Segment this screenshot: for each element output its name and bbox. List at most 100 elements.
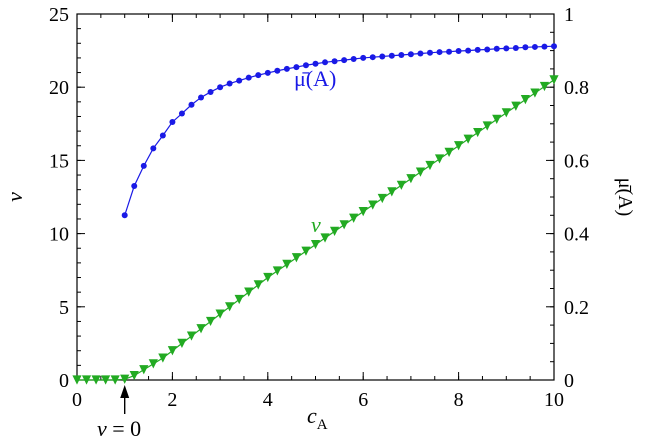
y-right-tick-label: 0.2: [564, 297, 589, 319]
data-point: [72, 375, 82, 385]
data-point: [177, 338, 187, 348]
x-axis-ticks: 0 2 4 6 8 10: [72, 14, 564, 411]
data-point: [388, 52, 395, 59]
data-point: [226, 80, 233, 87]
data-point: [455, 47, 462, 54]
annotation-v-zero: v = 0: [97, 416, 141, 441]
data-point: [255, 72, 262, 79]
data-point: [291, 253, 302, 263]
data-point: [282, 259, 292, 269]
data-point: [159, 132, 166, 139]
data-point: [358, 207, 368, 217]
y-left-tick-label: 0: [59, 370, 69, 392]
series-layer: [72, 43, 559, 414]
data-point: [531, 43, 538, 50]
data-point: [520, 95, 530, 105]
y-right-tick-label: 0: [564, 370, 574, 392]
y-left-tick-label: 20: [49, 77, 69, 99]
data-point: [207, 88, 214, 95]
data-point: [140, 162, 147, 169]
annotation-v-zero-rest: = 0: [107, 416, 141, 441]
data-point: [482, 121, 492, 131]
data-point: [198, 94, 205, 101]
y-left-tick-label: 5: [59, 297, 69, 319]
data-point: [465, 47, 472, 54]
data-point: [474, 46, 481, 53]
data-point: [512, 45, 519, 52]
data-point: [350, 56, 357, 63]
data-point: [377, 193, 387, 204]
annotation-arrow-head: [120, 385, 130, 398]
data-point: [503, 45, 510, 52]
data-point: [236, 77, 243, 84]
y-left-tick-label: 10: [49, 224, 69, 246]
data-point: [444, 147, 454, 157]
data-point: [417, 50, 424, 57]
data-point: [91, 375, 101, 385]
data-point: [368, 200, 378, 210]
data-point: [530, 88, 540, 98]
y-left-axis-title: v: [2, 192, 27, 202]
data-point: [253, 280, 263, 290]
y-right-tick-label: 0.6: [564, 150, 589, 172]
data-point: [110, 375, 120, 385]
data-point: [310, 239, 321, 250]
x-tick-label: 4: [263, 389, 273, 411]
data-point: [541, 43, 548, 50]
data-point: [341, 57, 348, 64]
y-right-tick-label: 1: [564, 4, 574, 26]
data-point: [387, 187, 397, 197]
data-point: [549, 75, 559, 85]
data-point: [415, 167, 426, 177]
data-point: [101, 375, 111, 385]
data-point: [551, 43, 557, 50]
x-axis-title-main: c: [307, 403, 317, 428]
data-point: [492, 114, 502, 125]
data-point: [322, 59, 329, 66]
data-point: [425, 160, 435, 171]
y-right-axis-ticks: 0 0.2 0.4 0.6 0.8 1: [546, 4, 589, 392]
data-point: [234, 294, 244, 305]
x-tick-label: 10: [544, 389, 564, 411]
y-left-tick-label: 15: [49, 150, 69, 172]
data-point: [264, 69, 271, 76]
x-tick-label: 8: [454, 389, 464, 411]
y-left-axis-ticks: 0 5 10 15 20 25: [49, 4, 85, 392]
data-point: [339, 220, 349, 230]
data-point: [539, 81, 550, 92]
data-point: [360, 54, 367, 61]
series-label-v: v: [311, 212, 321, 237]
data-point: [244, 287, 254, 297]
data-point: [139, 365, 149, 375]
data-point: [407, 51, 414, 58]
data-point: [293, 64, 300, 71]
data-point: [263, 272, 273, 283]
x-axis-title: cA: [307, 403, 328, 433]
data-point: [274, 67, 281, 74]
data-point: [188, 101, 195, 108]
data-point: [406, 174, 416, 184]
series-label-mu: μ̄(A): [294, 66, 336, 91]
data-point: [302, 62, 309, 69]
annotation-v-zero-italic: v: [97, 416, 107, 441]
x-tick-label: 2: [167, 389, 177, 411]
y-right-tick-label: 0.4: [564, 224, 589, 246]
data-point: [379, 53, 386, 60]
y-right-axis-title: μ̄(A): [614, 178, 636, 217]
data-point: [501, 108, 511, 118]
data-point: [129, 371, 139, 381]
data-point: [446, 48, 453, 55]
data-point: [369, 54, 376, 61]
series-line: [124, 45, 555, 216]
data-point: [121, 212, 128, 219]
data-point: [178, 110, 185, 117]
data-point: [511, 101, 521, 111]
data-point: [150, 145, 157, 152]
data-point: [158, 353, 168, 363]
data-point: [434, 154, 445, 164]
x-axis-title-subscript: A: [317, 417, 328, 433]
data-point: [301, 246, 311, 256]
data-point: [283, 65, 290, 72]
data-point: [312, 60, 319, 67]
data-point: [473, 127, 483, 138]
